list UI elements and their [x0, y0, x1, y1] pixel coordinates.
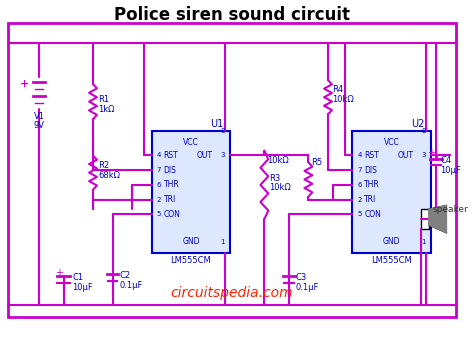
- Text: U1: U1: [210, 119, 224, 129]
- Text: C2: C2: [119, 271, 130, 281]
- Text: 1: 1: [421, 239, 426, 245]
- Text: 8: 8: [421, 128, 426, 134]
- Text: TRI: TRI: [364, 195, 376, 204]
- Text: TRI: TRI: [164, 195, 176, 204]
- Text: U2: U2: [411, 119, 425, 129]
- Text: R3: R3: [269, 173, 281, 183]
- Text: Police siren sound circuit: Police siren sound circuit: [114, 6, 350, 25]
- Polygon shape: [429, 205, 447, 233]
- Text: 0.1μF: 0.1μF: [296, 283, 319, 292]
- Text: C3: C3: [296, 273, 307, 282]
- Text: R5: R5: [311, 158, 322, 167]
- Text: THR: THR: [164, 180, 179, 189]
- Text: C4: C4: [440, 156, 452, 165]
- Text: 3: 3: [421, 152, 426, 158]
- Text: 10kΩ: 10kΩ: [267, 156, 289, 165]
- Text: 10μF: 10μF: [440, 166, 461, 175]
- Text: 68kΩ: 68kΩ: [98, 171, 120, 179]
- Text: VCC: VCC: [183, 138, 199, 147]
- Text: VCC: VCC: [384, 138, 400, 147]
- Text: +: +: [55, 268, 63, 278]
- Text: LM555CM: LM555CM: [171, 256, 211, 265]
- Text: 10kΩ: 10kΩ: [332, 95, 354, 104]
- Text: 2: 2: [156, 197, 161, 203]
- Text: 4: 4: [156, 152, 161, 158]
- Text: CON: CON: [164, 210, 181, 219]
- Text: speaker: speaker: [433, 205, 468, 214]
- Text: 5: 5: [156, 211, 161, 217]
- Text: R2: R2: [98, 161, 109, 170]
- Text: OUT: OUT: [398, 151, 413, 160]
- Text: 9V: 9V: [34, 121, 45, 130]
- Text: DIS: DIS: [364, 166, 377, 175]
- Text: THR: THR: [364, 180, 380, 189]
- Text: LM555CM: LM555CM: [371, 256, 412, 265]
- Text: 1kΩ: 1kΩ: [98, 105, 114, 114]
- Text: V1: V1: [34, 112, 45, 121]
- Text: +: +: [427, 147, 435, 158]
- Bar: [421, 209, 429, 229]
- Text: 4: 4: [357, 152, 362, 158]
- Bar: [152, 131, 230, 253]
- Text: 6: 6: [156, 182, 161, 188]
- Text: 3: 3: [221, 152, 225, 158]
- Text: 5: 5: [357, 211, 362, 217]
- Text: R1: R1: [98, 95, 109, 104]
- Text: C1: C1: [73, 273, 83, 282]
- Text: 7: 7: [156, 167, 161, 173]
- Text: 7: 7: [357, 167, 362, 173]
- Text: R4: R4: [332, 85, 343, 94]
- Text: 0.1μF: 0.1μF: [119, 281, 143, 290]
- Text: 8: 8: [221, 128, 225, 134]
- Text: GND: GND: [182, 237, 200, 246]
- Text: circuitspedia.com: circuitspedia.com: [171, 286, 293, 299]
- Bar: [353, 131, 431, 253]
- Text: 6: 6: [357, 182, 362, 188]
- Text: RST: RST: [364, 151, 379, 160]
- Text: OUT: OUT: [197, 151, 213, 160]
- Text: RST: RST: [164, 151, 178, 160]
- Text: +: +: [20, 79, 29, 89]
- Text: GND: GND: [383, 237, 401, 246]
- Text: CON: CON: [364, 210, 381, 219]
- Text: 10μF: 10μF: [73, 283, 93, 292]
- Text: 2: 2: [357, 197, 362, 203]
- Text: 10kΩ: 10kΩ: [269, 183, 291, 192]
- Text: DIS: DIS: [164, 166, 176, 175]
- Text: 1: 1: [221, 239, 225, 245]
